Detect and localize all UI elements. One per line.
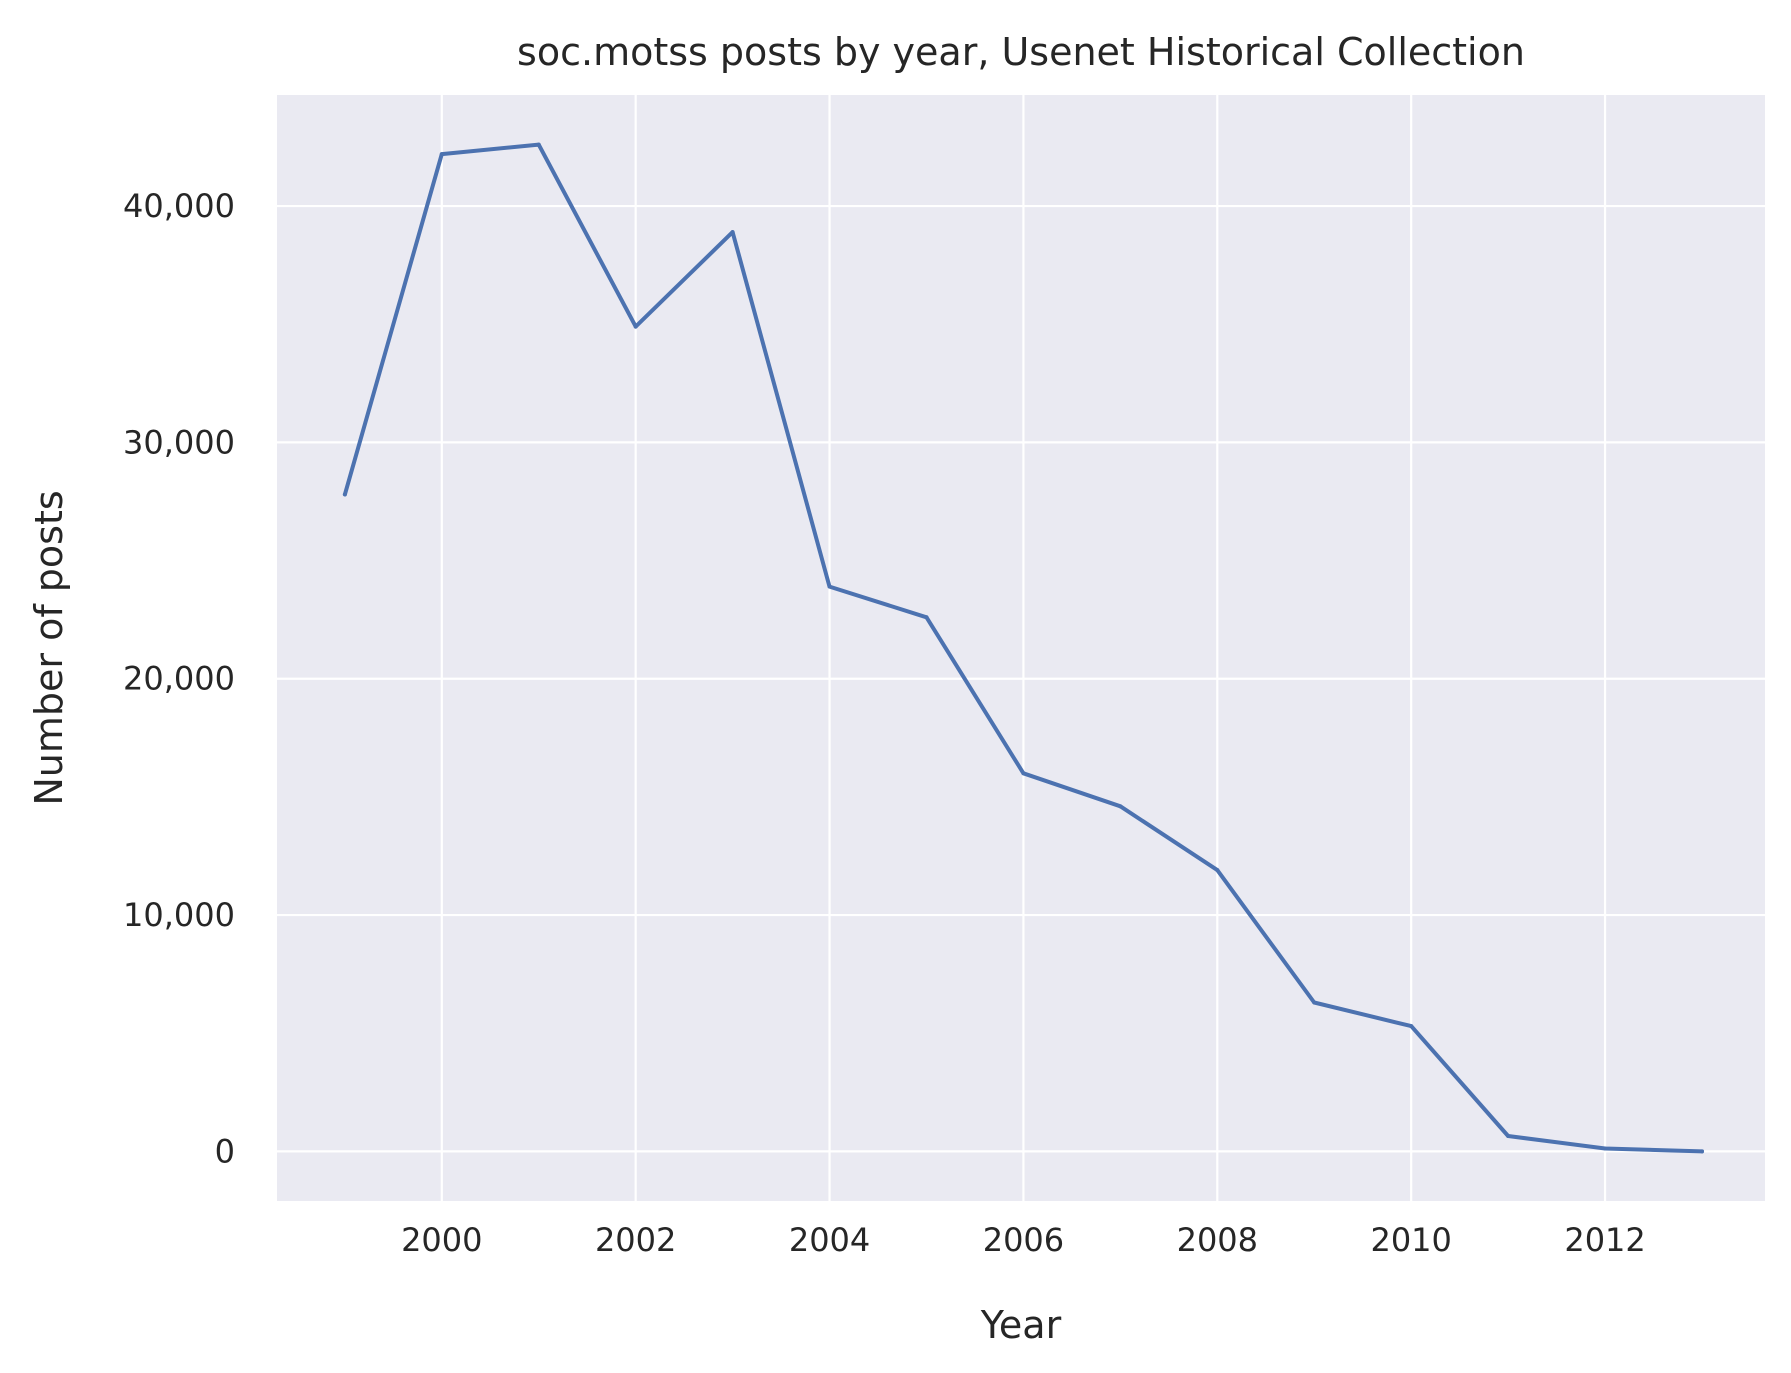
data-point xyxy=(1215,868,1220,873)
data-point xyxy=(1409,1024,1414,1029)
data-point xyxy=(633,324,638,329)
y-tick-label: 20,000 xyxy=(123,660,235,698)
data-point xyxy=(827,584,832,589)
x-tick-label: 2006 xyxy=(983,1221,1064,1259)
x-tick-label: 2012 xyxy=(1564,1221,1645,1259)
data-point xyxy=(342,492,347,497)
data-point xyxy=(1021,771,1026,776)
data-point xyxy=(1312,1000,1317,1005)
data-point xyxy=(924,615,929,620)
y-axis-label: Number of posts xyxy=(27,490,71,805)
y-tick-label: 10,000 xyxy=(123,896,235,934)
y-tick-label: 0 xyxy=(215,1132,235,1170)
x-axis-ticks: 2000 2002 2004 2006 2008 2010 2012 xyxy=(401,1221,1646,1259)
data-point xyxy=(1603,1146,1608,1151)
x-tick-label: 2004 xyxy=(789,1221,870,1259)
chart-title: soc.motss posts by year, Usenet Historic… xyxy=(517,30,1525,74)
y-axis-ticks: 0 10,000 20,000 30,000 40,000 xyxy=(123,187,235,1170)
data-point xyxy=(1506,1134,1511,1139)
x-tick-label: 2000 xyxy=(401,1221,482,1259)
x-tick-label: 2010 xyxy=(1370,1221,1451,1259)
data-point xyxy=(536,142,541,147)
data-point xyxy=(439,152,444,157)
data-point xyxy=(1118,804,1123,809)
data-point xyxy=(730,230,735,235)
x-axis-label: Year xyxy=(980,1303,1062,1347)
data-point xyxy=(1699,1149,1704,1154)
y-tick-label: 30,000 xyxy=(123,423,235,461)
series-layer xyxy=(342,142,1704,1154)
plot-area xyxy=(277,95,1765,1201)
x-tick-label: 2008 xyxy=(1177,1221,1258,1259)
y-tick-label: 40,000 xyxy=(123,187,235,225)
gridlines xyxy=(277,95,1765,1201)
x-tick-label: 2002 xyxy=(595,1221,676,1259)
